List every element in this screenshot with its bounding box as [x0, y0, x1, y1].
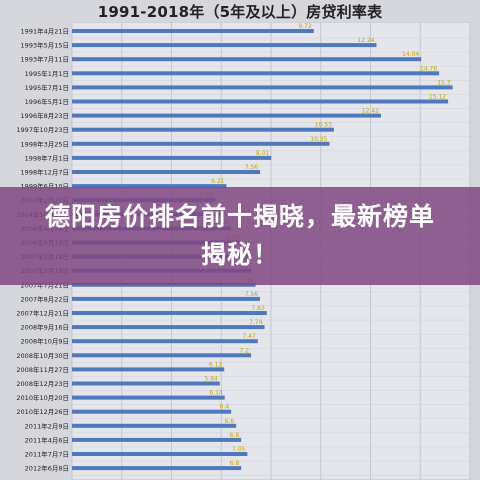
- value-label: 7.56: [245, 164, 259, 171]
- category-label: 1993年5月15日: [21, 41, 69, 50]
- category-label: 1997年10月23日: [16, 125, 69, 134]
- bar: [72, 452, 248, 456]
- category-label: 1998年3月25日: [21, 139, 69, 148]
- value-label: 15.3: [437, 79, 451, 86]
- category-label: 2011年4月6日: [25, 435, 69, 444]
- category-label: 2008年11月27日: [16, 365, 69, 374]
- category-label: 1991年4月21日: [21, 27, 69, 36]
- bar: [72, 353, 252, 358]
- category-label: 2010年12月26日: [16, 407, 69, 416]
- category-label: 2007年12月21日: [16, 309, 69, 318]
- value-label: 7.2: [240, 347, 250, 354]
- bar: [72, 170, 261, 174]
- category-label: 2008年12月23日: [16, 379, 69, 388]
- category-label: 1993年7月11日: [21, 55, 69, 64]
- value-label: 5.94: [204, 376, 218, 383]
- category-label: 1996年5月1日: [25, 97, 69, 106]
- bar: [72, 423, 237, 428]
- category-label: 2007年8月22日: [21, 294, 69, 303]
- value-label: 7.05: [232, 446, 246, 453]
- category-label: 1995年7月1日: [25, 83, 69, 92]
- value-label: 6.14: [209, 390, 223, 397]
- category-label: 2008年10月9日: [21, 337, 69, 346]
- category-label: 2012年6月8日: [25, 464, 69, 473]
- category-label: 2011年2月9日: [25, 421, 69, 430]
- bar: [72, 409, 232, 414]
- value-label: 7.47: [242, 333, 256, 340]
- value-label: 6.8: [230, 460, 240, 467]
- bar: [72, 367, 225, 372]
- value-label: 10.35: [310, 136, 327, 143]
- bar: [72, 85, 453, 90]
- category-label: 1999年6月10日: [21, 182, 69, 191]
- value-label: 7.83: [251, 305, 265, 312]
- value-label: 6.8: [230, 432, 240, 439]
- bar: [72, 296, 261, 301]
- bar: [72, 466, 242, 471]
- category-label: 1995年1月1日: [25, 69, 69, 78]
- value-label: 15.12: [429, 94, 446, 101]
- value-label: 7.74: [249, 319, 263, 326]
- value-label: 12.24: [357, 37, 374, 44]
- category-label: 2010年10月20日: [16, 393, 69, 402]
- category-label: 1998年7月1日: [25, 153, 69, 162]
- overlay-banner: 德阳房价排名前十揭晓，最新榜单揭秘！: [0, 187, 480, 285]
- category-label: 2011年7月7日: [25, 450, 69, 459]
- value-label: 6.12: [209, 361, 223, 368]
- value-label: 10.53: [315, 122, 332, 129]
- bar: [72, 57, 422, 62]
- bar: [72, 71, 440, 76]
- value-label: 12.42: [362, 108, 379, 115]
- bar: [72, 99, 449, 104]
- chart-title: 1991-2018年（5年及以上）房贷利率表: [97, 3, 383, 21]
- bar: [72, 29, 314, 33]
- category-label: 2008年9月16日: [21, 323, 69, 332]
- bar: [72, 325, 265, 330]
- category-label: 1996年8月23日: [21, 111, 69, 120]
- bar: [72, 141, 330, 146]
- bar: [72, 437, 242, 442]
- category-label: 1998年12月7日: [21, 168, 69, 177]
- value-label: 8.01: [256, 150, 270, 157]
- value-label: 6.4: [220, 404, 230, 411]
- value-label: 6.6: [225, 418, 235, 425]
- value-label: 7.56: [245, 291, 259, 298]
- bar: [72, 184, 227, 189]
- value-label: 9.72: [298, 23, 312, 30]
- value-label: 14.04: [402, 51, 419, 58]
- bar: [72, 127, 334, 132]
- banner-headline: 德阳房价排名前十揭晓，最新榜单揭秘！: [44, 202, 435, 269]
- bar: [72, 339, 258, 344]
- bar: [72, 395, 225, 400]
- value-label: 6.21: [211, 178, 225, 185]
- category-label: 2008年10月30日: [16, 351, 69, 360]
- bar: [72, 113, 381, 118]
- value-label: 14.76: [420, 65, 437, 72]
- bar: [72, 381, 220, 386]
- bar: [72, 155, 272, 160]
- bar: [72, 311, 267, 315]
- bar: [72, 43, 377, 48]
